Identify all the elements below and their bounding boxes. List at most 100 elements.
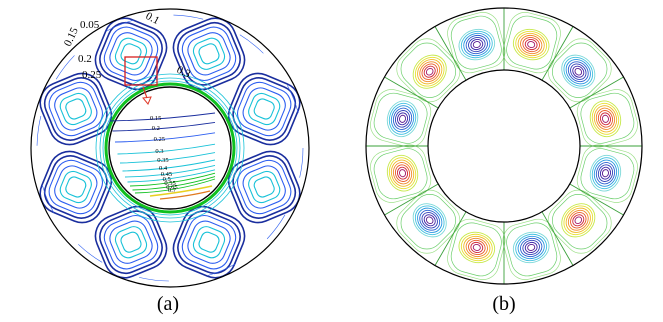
cell-divider bbox=[569, 183, 624, 216]
contour-line bbox=[597, 164, 614, 182]
panel-b: (b) bbox=[365, 7, 643, 315]
contour-line bbox=[502, 218, 561, 280]
contour-line bbox=[99, 210, 163, 275]
cell-divider bbox=[384, 76, 439, 109]
contour-line bbox=[460, 233, 493, 262]
contour-line bbox=[399, 114, 407, 123]
contour-line bbox=[227, 72, 301, 146]
contour-line bbox=[527, 41, 536, 49]
contour-line bbox=[248, 170, 281, 204]
contour-line bbox=[177, 210, 241, 275]
contour-line bbox=[576, 144, 638, 203]
contour-line bbox=[43, 155, 108, 219]
contour-line bbox=[177, 21, 241, 86]
contour-line bbox=[601, 169, 609, 178]
contour-line bbox=[595, 107, 616, 130]
inset-contour-label: 0.4 bbox=[159, 165, 168, 172]
contour-line bbox=[54, 165, 98, 209]
contour-line bbox=[394, 110, 411, 128]
contour-line bbox=[576, 89, 638, 148]
contour-line bbox=[465, 34, 488, 55]
contour-line bbox=[599, 112, 611, 126]
contour-line bbox=[547, 38, 612, 103]
vortex-cell-b bbox=[447, 12, 506, 74]
contour-line bbox=[237, 81, 292, 137]
contour-line bbox=[547, 189, 612, 254]
panel-a: 0.150.20.250.30.350.40.450.50.550.650.7 … bbox=[30, 8, 310, 315]
contour-line bbox=[396, 38, 461, 103]
inset-contour bbox=[114, 132, 216, 143]
contour-ring bbox=[95, 73, 245, 223]
vortex-cell-b bbox=[576, 144, 638, 203]
inset-contour bbox=[117, 143, 216, 155]
contour-line bbox=[563, 205, 594, 236]
vortex-cell-b bbox=[502, 218, 561, 280]
contour-line bbox=[522, 36, 540, 53]
vortex-cell-a bbox=[172, 205, 246, 279]
contour-label: 0.2 bbox=[78, 53, 92, 65]
inset-contour bbox=[119, 152, 216, 164]
inset-contour-label: 0.45 bbox=[161, 171, 172, 178]
contour-line bbox=[570, 63, 587, 80]
vortex-cell-a bbox=[39, 150, 113, 224]
contour-line bbox=[39, 150, 113, 224]
contour-line bbox=[120, 43, 142, 65]
contour-ring bbox=[99, 77, 241, 219]
vortex-cell-a bbox=[94, 17, 168, 91]
panel-b-inner-boundary bbox=[427, 69, 581, 223]
contour-line bbox=[94, 17, 168, 91]
contour-line bbox=[386, 100, 419, 138]
contour-line bbox=[561, 54, 596, 89]
contour-line bbox=[593, 105, 618, 133]
contour-line bbox=[417, 207, 443, 233]
panel-b-contours bbox=[370, 12, 638, 280]
contour-line bbox=[472, 41, 481, 49]
vortex-cell-a bbox=[227, 72, 301, 146]
contour-line bbox=[172, 205, 246, 279]
contour-line bbox=[54, 87, 98, 131]
cell-divider bbox=[384, 183, 439, 216]
contour-line bbox=[242, 87, 286, 131]
contour-line bbox=[187, 32, 231, 76]
vortex-cell-b bbox=[370, 144, 432, 203]
contour-line bbox=[232, 155, 297, 219]
contour-line bbox=[65, 98, 87, 120]
contour-line bbox=[181, 215, 237, 270]
contour-line bbox=[396, 189, 461, 254]
contour-line bbox=[242, 165, 286, 209]
cell-divider bbox=[541, 26, 574, 81]
contour-line bbox=[390, 159, 415, 187]
contour-line bbox=[59, 170, 92, 204]
panel-b-cell-dividers bbox=[366, 8, 642, 284]
vortex-cell-b bbox=[396, 189, 461, 254]
inset-contour-label: 0.25 bbox=[154, 136, 165, 143]
contour-line bbox=[595, 162, 616, 185]
panel-a-contours bbox=[36, 14, 304, 282]
contour-line bbox=[567, 61, 589, 83]
contour-line bbox=[412, 54, 447, 89]
caption-a: (a) bbox=[157, 293, 179, 315]
contour-label: 0.25 bbox=[82, 69, 102, 81]
vortex-cell-a bbox=[94, 205, 168, 279]
contour-line bbox=[591, 157, 620, 190]
vortex-cell-b bbox=[547, 189, 612, 254]
contour-line bbox=[597, 110, 614, 128]
inset-contour bbox=[109, 112, 216, 122]
contour-line bbox=[417, 59, 443, 85]
contour-line bbox=[181, 26, 237, 81]
inset-contour bbox=[129, 172, 216, 187]
contour-line bbox=[572, 65, 585, 78]
contour-line bbox=[515, 30, 548, 59]
zoom-arrow bbox=[142, 86, 152, 105]
vortex-cell-a bbox=[172, 17, 246, 91]
contour-line bbox=[388, 102, 417, 135]
contour-line bbox=[524, 241, 538, 253]
contour-line bbox=[103, 215, 159, 270]
contour-line bbox=[601, 114, 609, 123]
contour-line bbox=[520, 237, 543, 258]
vortex-cell-b bbox=[447, 218, 506, 280]
inset-contour-label: 0.15 bbox=[150, 115, 161, 122]
cell-divider bbox=[434, 26, 467, 81]
contour-line bbox=[470, 241, 484, 253]
contour-line bbox=[248, 92, 281, 126]
